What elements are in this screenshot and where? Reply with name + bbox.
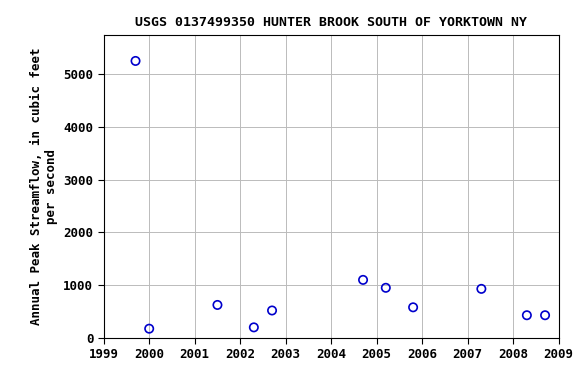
Point (540, 312, 550, 318)
Point (145, 326, 154, 332)
Point (249, 324, 259, 331)
Point (408, 304, 418, 310)
Point (522, 312, 532, 318)
Point (477, 286, 486, 292)
Point (131, 58, 140, 64)
Point (358, 277, 367, 283)
Point (381, 285, 391, 291)
Point (213, 302, 222, 308)
Title: USGS 0137499350 HUNTER BROOK SOUTH OF YORKTOWN NY: USGS 0137499350 HUNTER BROOK SOUTH OF YO… (135, 16, 527, 29)
Y-axis label: Annual Peak Streamflow, in cubic feet
per second: Annual Peak Streamflow, in cubic feet pe… (30, 48, 58, 325)
Point (267, 308, 276, 314)
